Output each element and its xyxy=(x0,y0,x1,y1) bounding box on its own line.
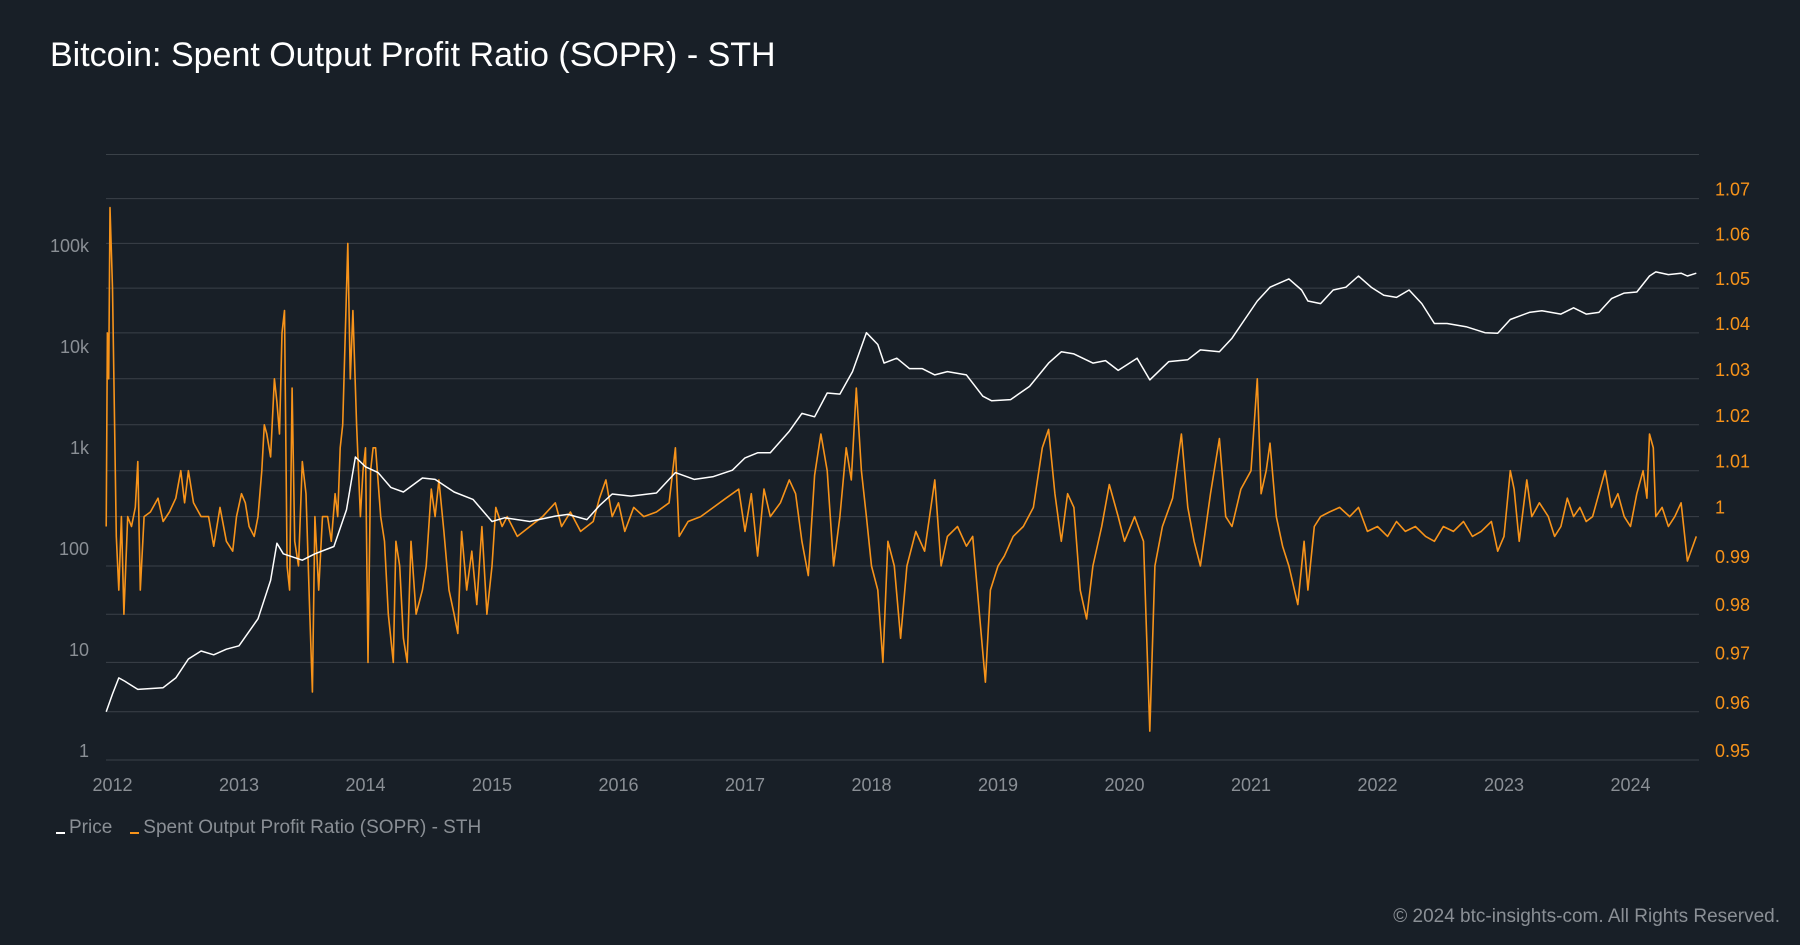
y-right-tick-label: 0.97 xyxy=(1715,643,1750,663)
legend: Price Spent Output Profit Ratio (SOPR) -… xyxy=(56,817,481,839)
x-tick-label: 2017 xyxy=(725,775,765,795)
y-right-tick-label: 1.04 xyxy=(1715,314,1750,334)
y-right-tick-label: 1.02 xyxy=(1715,406,1750,426)
y-right-tick-label: 0.98 xyxy=(1715,595,1750,615)
x-tick-label: 2012 xyxy=(92,775,132,795)
legend-swatch-sopr xyxy=(130,832,140,834)
x-tick-label: 2022 xyxy=(1357,775,1397,795)
chart-title: Bitcoin: Spent Output Profit Ratio (SOPR… xyxy=(50,36,776,74)
y-right-tick-label: 1.03 xyxy=(1715,360,1750,380)
sopr-sth-line xyxy=(105,206,1698,732)
y-right-tick-label: 0.96 xyxy=(1715,693,1750,713)
price-line xyxy=(105,271,1697,713)
y-left-tick-label: 1 xyxy=(79,741,89,761)
x-tick-label: 2018 xyxy=(851,775,891,795)
y-right-tick-label: 1.06 xyxy=(1715,224,1750,244)
y-left-tick-label: 10 xyxy=(69,640,89,660)
x-tick-label: 2024 xyxy=(1610,775,1650,795)
copyright-footer: © 2024 btc-insights-com. All Rights Rese… xyxy=(1393,906,1780,927)
y-left-tick-label: 100k xyxy=(50,236,90,256)
x-tick-label: 2016 xyxy=(598,775,638,795)
x-tick-label: 2019 xyxy=(978,775,1018,795)
legend-item-price[interactable]: Price xyxy=(56,817,112,839)
x-tick-label: 2021 xyxy=(1231,775,1271,795)
y-left-tick-label: 100 xyxy=(59,539,89,559)
y-right-tick-label: 1.05 xyxy=(1715,269,1750,289)
y-right-tick-label: 1.01 xyxy=(1715,452,1750,472)
y-left-tick-label: 10k xyxy=(60,337,90,357)
legend-label-sopr: Spent Output Profit Ratio (SOPR) - STH xyxy=(143,817,482,838)
y-right-tick-label: 0.99 xyxy=(1715,547,1750,567)
x-tick-label: 2015 xyxy=(472,775,512,795)
y-right-tick-label: 1 xyxy=(1715,498,1725,518)
y-left-tick-label: 1k xyxy=(70,438,90,458)
legend-swatch-price xyxy=(56,832,65,834)
y-right-tick-label: 1.07 xyxy=(1715,180,1750,200)
x-tick-label: 2023 xyxy=(1484,775,1524,795)
legend-item-sopr[interactable]: Spent Output Profit Ratio (SOPR) - STH xyxy=(130,817,481,839)
x-tick-label: 2014 xyxy=(345,775,385,795)
legend-label-price: Price xyxy=(69,817,113,838)
x-tick-label: 2013 xyxy=(219,775,259,795)
x-tick-label: 2020 xyxy=(1104,775,1144,795)
y-right-tick-label: 0.95 xyxy=(1715,741,1750,761)
